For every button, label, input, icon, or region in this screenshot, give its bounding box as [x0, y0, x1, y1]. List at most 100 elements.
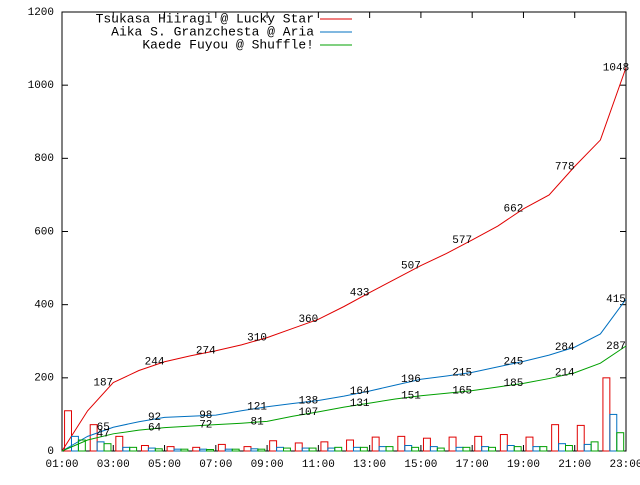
data-label: 244 [145, 357, 165, 369]
bar [276, 446, 284, 452]
bar [481, 446, 490, 452]
data-label: 214 [555, 368, 575, 380]
y-tick-label: 400 [34, 300, 54, 312]
bar [583, 443, 592, 452]
bar [346, 439, 354, 452]
x-tick-label: 01:00 [45, 459, 78, 471]
data-label: 1048 [603, 63, 629, 75]
bar [602, 377, 611, 452]
bar [474, 435, 483, 452]
bar [180, 448, 189, 452]
bar [154, 448, 163, 452]
data-label: 138 [298, 395, 318, 407]
data-label: 433 [350, 288, 370, 300]
bar [359, 446, 368, 452]
bar [173, 448, 182, 452]
data-label: 507 [401, 260, 421, 272]
series-line [61, 67, 627, 452]
bar [308, 447, 317, 452]
bar [422, 437, 431, 452]
bar [411, 446, 420, 452]
bar [224, 448, 233, 452]
bar [96, 441, 105, 452]
bar [616, 432, 625, 452]
bar [576, 424, 585, 452]
bar [564, 445, 573, 452]
data-label: 185 [504, 378, 524, 390]
bar [257, 448, 266, 452]
data-label: 215 [452, 367, 472, 379]
bar [525, 436, 534, 452]
bar [506, 445, 515, 452]
bar [64, 410, 72, 452]
x-tick-label: 13:00 [353, 459, 386, 471]
data-label: 65 [97, 422, 110, 434]
x-tick-label: 03:00 [97, 459, 130, 471]
x-tick-label: 23:00 [609, 459, 640, 471]
y-tick-label: 200 [34, 373, 54, 385]
y-tick-label: 1000 [28, 80, 54, 92]
data-label: 151 [401, 391, 421, 403]
bar [199, 448, 208, 452]
bar [231, 448, 240, 452]
data-label: 92 [148, 412, 161, 424]
bar [206, 449, 215, 452]
data-label: 47 [97, 429, 110, 441]
legend-label: Kaede Fuyou @ Shuffle! [142, 37, 314, 52]
bar [378, 446, 387, 452]
data-label: 778 [555, 161, 575, 173]
data-label: 274 [196, 346, 216, 358]
bar [488, 446, 497, 452]
x-tick-label: 15:00 [404, 459, 437, 471]
bar [513, 446, 522, 452]
data-label: 577 [452, 235, 472, 247]
bar [532, 446, 541, 452]
data-label: 310 [247, 332, 267, 344]
x-tick-label: 17:00 [456, 459, 489, 471]
bar [129, 446, 138, 452]
data-label: 165 [452, 386, 472, 398]
data-label: 187 [93, 377, 113, 389]
bar [371, 436, 380, 452]
bar [320, 441, 329, 452]
bar [115, 435, 124, 452]
bar [294, 442, 303, 452]
bar [250, 448, 259, 452]
data-label: 360 [298, 314, 318, 326]
legend-label: Aika S. Granzchesta @ Aria [111, 24, 314, 39]
bar [217, 443, 226, 452]
x-tick-label: 05:00 [148, 459, 181, 471]
legend-label: Tsukasa Hiiragi @ Lucky Star [96, 11, 314, 26]
data-label: 196 [401, 374, 421, 386]
x-tick-label: 19:00 [507, 459, 540, 471]
data-label: 245 [504, 356, 524, 368]
data-label: 164 [350, 386, 370, 398]
bar [282, 447, 291, 452]
series-line [61, 298, 627, 452]
data-label: 64 [148, 422, 162, 434]
bar [269, 440, 278, 452]
bar [397, 435, 406, 452]
data-label: 131 [350, 398, 370, 410]
bar [455, 446, 464, 452]
x-tick-label: 07:00 [199, 459, 232, 471]
bar [385, 446, 394, 452]
bar [122, 446, 131, 452]
bar [558, 443, 566, 452]
bar [103, 443, 112, 452]
data-label: 284 [555, 342, 575, 354]
bar [404, 445, 413, 452]
bar [147, 447, 156, 452]
bar [301, 447, 310, 452]
plot-frame [61, 11, 627, 452]
data-label: 415 [606, 294, 626, 306]
bar [462, 446, 471, 452]
bar [140, 445, 149, 452]
bar [166, 446, 175, 452]
bar [499, 434, 508, 452]
data-label: 107 [298, 407, 318, 419]
bar [327, 447, 336, 452]
data-label: 81 [250, 416, 264, 428]
bar [539, 446, 548, 452]
x-tick-label: 21:00 [558, 459, 591, 471]
